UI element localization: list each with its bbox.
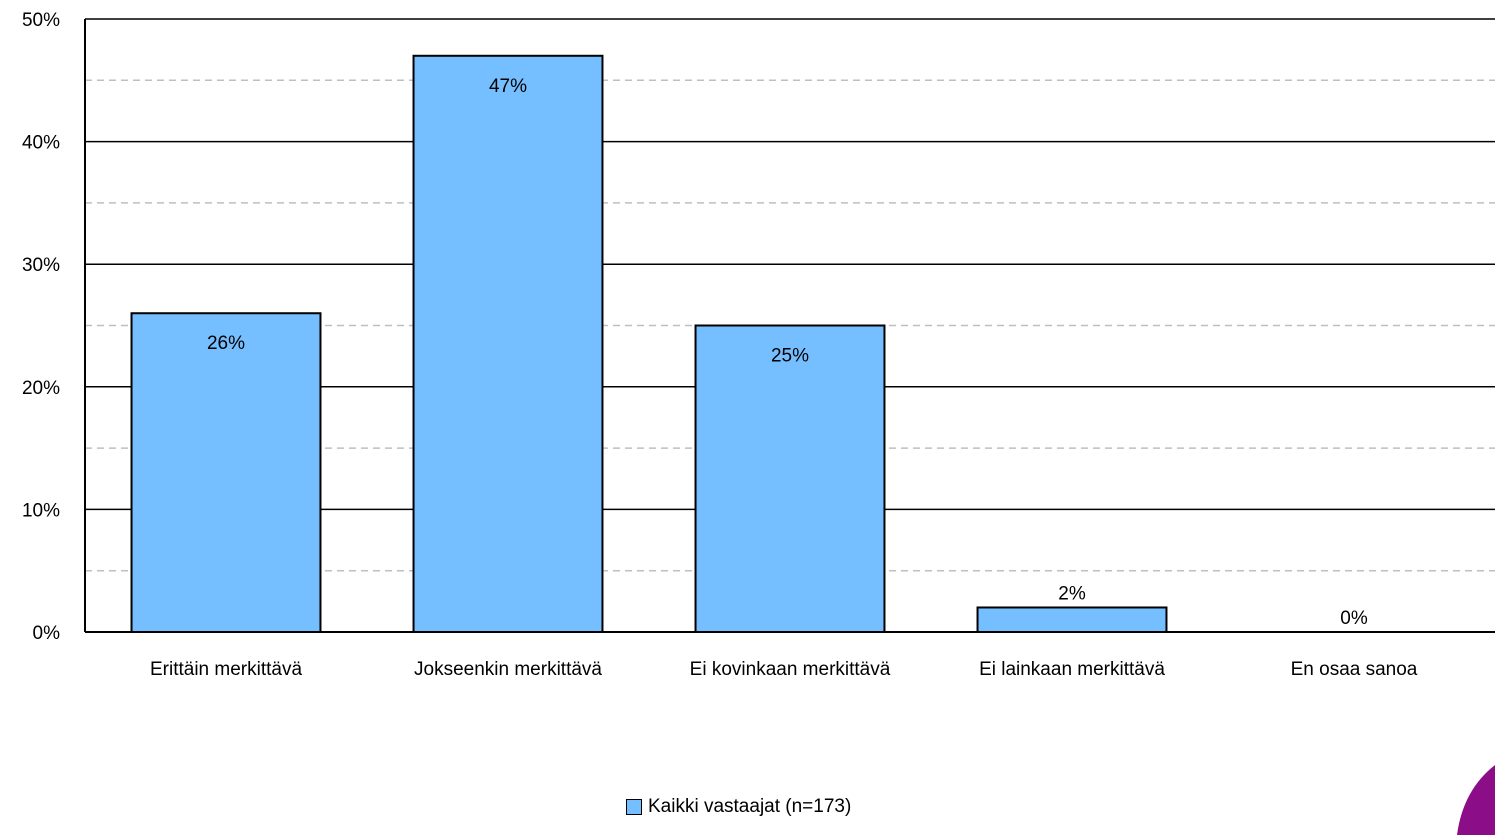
data-label: 0% [1340,608,1368,629]
y-tick-label: 50% [22,10,60,31]
bar [130,312,322,633]
x-category-label: Ei kovinkaan merkittävä [690,659,891,680]
x-category-label: Jokseenkin merkittävä [414,659,602,680]
legend-label: Kaikki vastaajat (n=173) [648,796,852,817]
x-category-label: En osaa sanoa [1291,659,1418,680]
legend-swatch [626,799,642,815]
x-category-label: Ei lainkaan merkittävä [979,659,1165,680]
data-label: 26% [207,333,245,354]
bar [976,606,1168,633]
data-label: 25% [771,346,809,367]
y-tick-label: 0% [33,623,61,644]
legend: Kaikki vastaajat (n=173) [626,795,851,819]
y-tick-label: 10% [22,500,60,521]
x-category-label: Erittäin merkittävä [150,659,302,680]
bar-series [130,54,1168,633]
x-axis-category-labels: Erittäin merkittävä Jokseenkin merkittävä… [150,659,1418,680]
y-tick-label: 20% [22,378,60,399]
bar [694,324,886,633]
data-label: 47% [489,76,527,97]
y-axis-tick-labels: 0% 10% 20% 30% 40% 50% [22,10,60,644]
bar [412,54,604,633]
data-labels: 26% 47% 25% 2% 0% [207,76,1368,629]
data-label: 2% [1058,583,1086,604]
y-tick-label: 40% [22,133,60,154]
corner-decoration [1457,765,1495,835]
y-tick-label: 30% [22,255,60,276]
axes [84,19,1495,633]
